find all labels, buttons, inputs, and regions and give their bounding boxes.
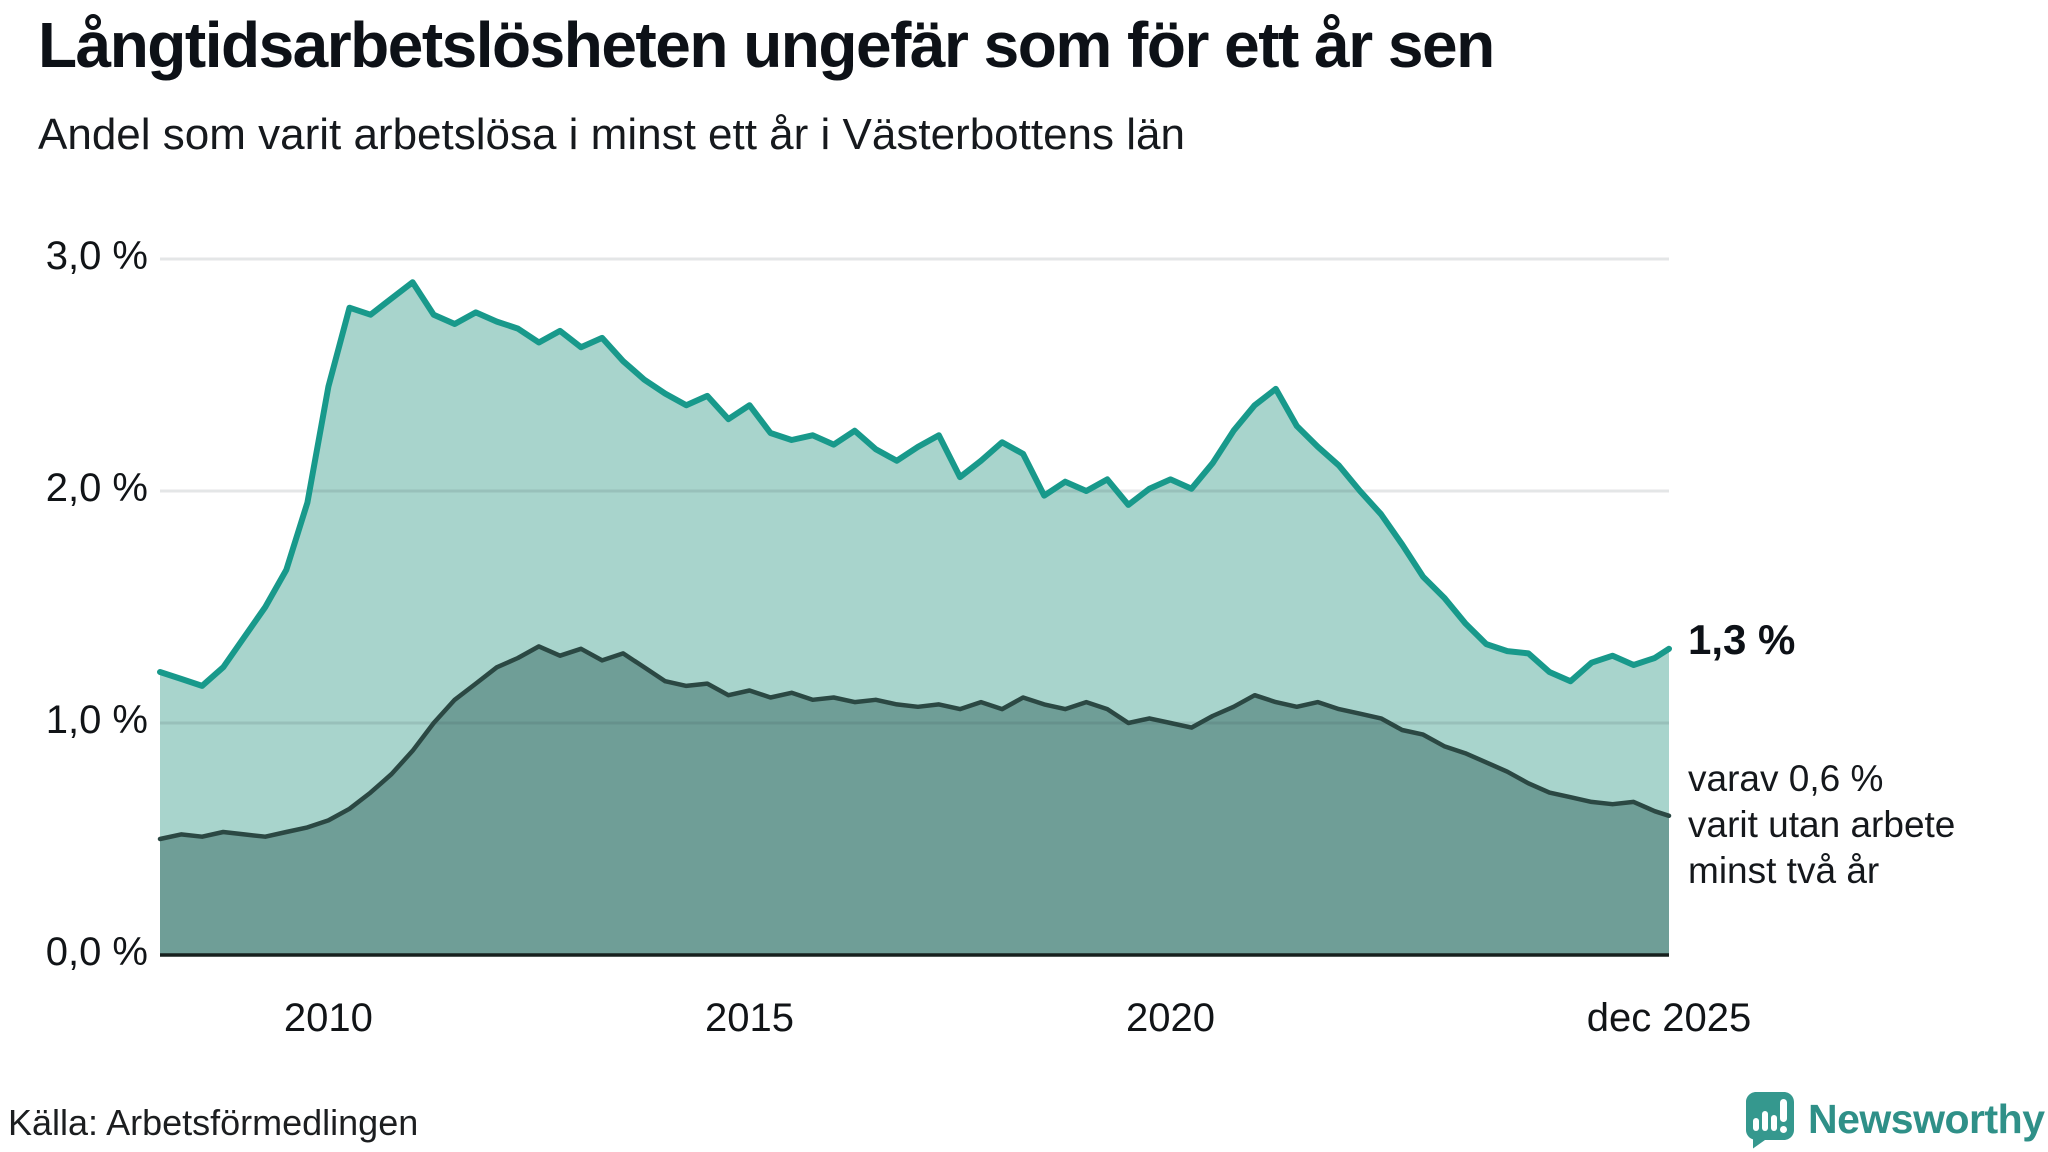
line-one-year [157, 279, 1672, 689]
end-value-label-two-year: varav 0,6 % varit utan arbete minst två … [1688, 758, 1956, 891]
x-tick-label: 2015 [704, 996, 794, 1040]
page-title: Långtidsarbetslösheten ungefär som för e… [38, 9, 1495, 81]
x-tick-label: 2020 [1125, 996, 1215, 1040]
end-value-label-one-year: 1,3 % [1688, 616, 1796, 663]
y-tick-label: 2,0 % [45, 466, 148, 510]
y-tick-label: 3,0 % [45, 234, 148, 278]
source-caption: Källa: Arbetsförmedlingen [8, 1102, 419, 1143]
x-tick-label: 2010 [283, 996, 373, 1040]
page-subtitle: Andel som varit arbetslösa i minst ett å… [38, 110, 1185, 159]
newsworthy-logo-icon [1746, 1092, 1794, 1149]
line-two-year [157, 644, 1672, 842]
area-fill-two-year [160, 646, 1669, 955]
y-tick-label: 0,0 % [45, 930, 148, 974]
newsworthy-logo-text: Newsworthy [1808, 1096, 2045, 1142]
y-tick-label: 1,0 % [45, 698, 148, 742]
x-tick-label: dec 2025 [1586, 996, 1752, 1040]
gridlines [160, 257, 1669, 725]
